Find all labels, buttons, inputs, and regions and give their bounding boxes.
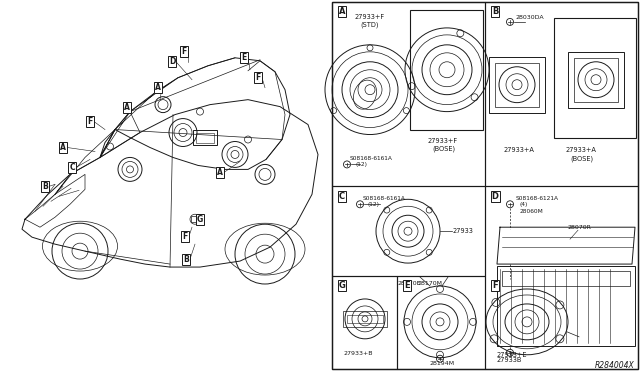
Bar [196,132,214,142]
Text: F: F [182,232,188,241]
Bar [191,216,199,222]
Text: (4): (4) [520,202,529,207]
Text: 27933+A: 27933+A [504,147,535,154]
Text: 28030DA: 28030DA [516,15,545,20]
Bar [568,52,624,108]
Text: A: A [339,7,345,16]
Bar [332,276,397,369]
Text: 28170E: 28170E [398,281,422,286]
Bar [489,57,545,113]
Text: S08168-6161A: S08168-6161A [363,196,406,201]
Text: 27933+B: 27933+B [343,351,372,356]
Text: (BOSE): (BOSE) [432,145,455,152]
Text: 28170M: 28170M [418,281,443,286]
Bar [332,2,638,369]
Bar [332,2,485,186]
Bar [495,63,539,107]
Text: A: A [60,143,66,152]
Bar [410,10,483,129]
Text: G: G [197,215,203,224]
Text: 27933B: 27933B [497,357,522,363]
Text: G: G [339,282,346,291]
Bar [347,315,383,323]
Bar [343,311,387,327]
Bar [485,186,638,369]
Text: D: D [169,57,175,66]
Text: (12): (12) [368,202,380,207]
Text: 27933+F: 27933+F [428,138,458,144]
Text: F: F [255,73,260,82]
Text: B: B [42,182,48,191]
Bar [574,58,618,102]
Bar [193,129,217,145]
Text: E: E [404,282,410,291]
Text: A: A [217,168,223,177]
Text: 27933+A: 27933+A [566,147,597,154]
Text: 28060M: 28060M [520,209,544,214]
Text: F: F [492,282,498,291]
Text: S08168-6161A: S08168-6161A [350,157,393,161]
Text: (12): (12) [355,163,367,167]
Text: 28070R: 28070R [568,225,592,230]
Text: D: D [492,192,499,201]
Text: 27933+E: 27933+E [497,352,527,358]
Text: 27933+F: 27933+F [355,14,385,20]
Text: F: F [181,47,187,56]
Text: 27933: 27933 [453,228,474,234]
Text: (STD): (STD) [360,22,378,28]
Text: B: B [492,7,498,16]
Text: R284004X: R284004X [595,361,635,370]
Text: S08168-6121A: S08168-6121A [516,196,559,201]
Bar [554,18,636,138]
Text: B: B [183,254,189,264]
Bar [332,186,485,276]
Bar [497,266,635,346]
Text: (BOSE): (BOSE) [570,155,593,162]
Text: A: A [155,83,161,92]
Text: 28194M: 28194M [430,361,455,366]
Text: E: E [241,53,246,62]
Text: C: C [339,192,345,201]
Bar [485,2,638,186]
Text: A: A [124,103,130,112]
Text: C: C [69,163,75,172]
Bar [397,276,485,369]
Text: F: F [88,117,93,126]
Bar [502,271,630,286]
